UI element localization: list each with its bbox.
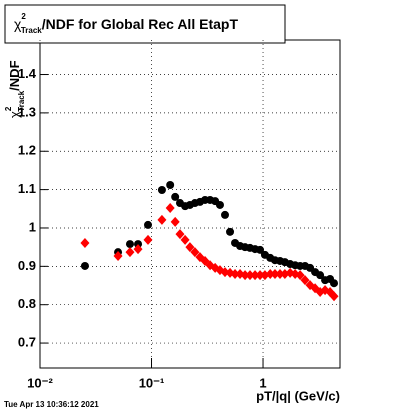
- data-point: [265, 269, 275, 280]
- data-point: [143, 234, 153, 245]
- data-point: [240, 270, 250, 281]
- data-point: [144, 220, 153, 229]
- data-point: [175, 229, 185, 240]
- y-tick-label: 0.8: [18, 296, 36, 311]
- data-point: [157, 185, 166, 194]
- title-box: [4, 4, 286, 44]
- x-tick-label: 10⁻²: [27, 375, 53, 390]
- ylabel-sup: 2: [4, 106, 13, 111]
- x-axis-label: pT/|q| (GeV/c): [256, 388, 340, 403]
- x-tick-label: 10⁻¹: [139, 375, 165, 390]
- ylabel-sub: Track: [17, 90, 26, 111]
- y-tick-label: 1: [29, 219, 36, 234]
- data-point: [329, 291, 339, 302]
- data-point: [250, 270, 260, 281]
- y-tick-label: 1.1: [18, 181, 36, 196]
- data-point: [125, 247, 135, 258]
- data-point: [275, 269, 285, 280]
- y-tick-label: 1.4: [18, 66, 37, 81]
- x-tick-label: 1: [259, 375, 266, 390]
- data-point: [171, 192, 180, 201]
- data-point: [185, 242, 195, 253]
- data-point: [180, 234, 190, 245]
- data-point: [256, 245, 265, 254]
- data-point: [270, 269, 280, 280]
- data-point: [166, 181, 175, 190]
- title-sup: 2: [21, 12, 26, 21]
- data-point: [113, 250, 123, 261]
- data-point: [133, 244, 143, 255]
- data-point: [316, 271, 325, 280]
- data-point: [215, 200, 224, 209]
- data-point: [330, 279, 339, 288]
- title-symbol: χ: [14, 16, 22, 32]
- data-point: [226, 227, 235, 236]
- data-point: [80, 237, 90, 248]
- data-point: [255, 270, 265, 281]
- data-point: [245, 270, 255, 281]
- data-point: [190, 247, 200, 258]
- data-point: [165, 203, 175, 214]
- data-point: [80, 261, 89, 270]
- data-point: [230, 269, 240, 280]
- footer: Tue Apr 13 10:36:12 2021: [4, 400, 99, 409]
- title-sub: Track: [21, 26, 42, 35]
- data-point: [157, 214, 167, 225]
- y-tick-label: 1.2: [18, 143, 36, 158]
- ylabel-symbol: χ: [7, 111, 22, 118]
- ylabel-text: /NDF: [7, 60, 22, 90]
- y-tick-label: 0.7: [18, 335, 36, 350]
- title-text: /NDF for Global Rec All EtapT: [42, 16, 239, 32]
- y-tick-label: 0.9: [18, 258, 36, 273]
- chart-title: χ2 Track/NDF for Global Rec All EtapT: [14, 12, 238, 35]
- data-point: [300, 275, 310, 286]
- data-point: [170, 216, 180, 227]
- data-point: [221, 210, 230, 219]
- data-point: [125, 240, 134, 249]
- y-axis-label: χ2 Track/NDF: [4, 60, 26, 118]
- data-point: [295, 270, 305, 281]
- y-tick-label: 1.3: [18, 104, 36, 119]
